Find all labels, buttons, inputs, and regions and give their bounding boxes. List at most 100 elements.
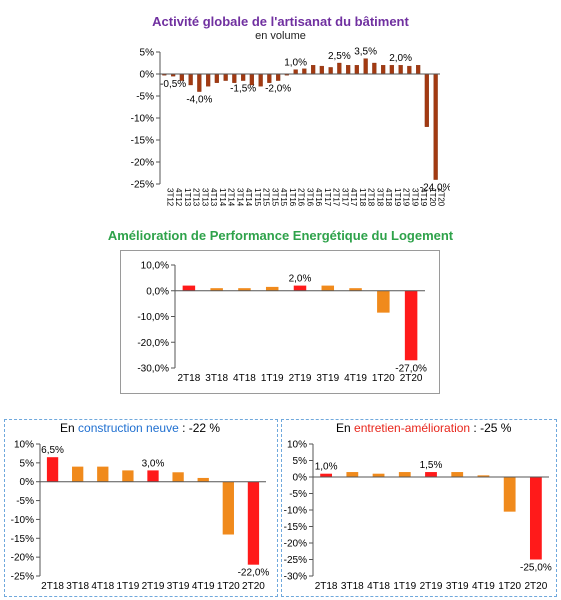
- y-tick-label: -25%: [284, 555, 307, 566]
- x-tick-label: 1T16: [288, 188, 297, 207]
- bar: [389, 65, 394, 75]
- bar: [377, 290, 390, 313]
- y-tick-label: -20%: [11, 553, 34, 564]
- data-label: -4,0%: [186, 95, 212, 106]
- bar: [214, 73, 219, 83]
- bar: [477, 475, 490, 477]
- y-tick-label: -25%: [131, 180, 154, 191]
- x-tick-label: 3T14: [235, 188, 244, 207]
- x-tick-label: 2T20: [242, 581, 265, 592]
- bar: [302, 68, 307, 75]
- panel-construction: [4, 419, 278, 597]
- y-tick-label: -10,0%: [137, 312, 169, 323]
- x-tick-label: 1T13: [183, 188, 192, 207]
- x-tick-label: 3T18: [66, 581, 89, 592]
- bar: [349, 288, 362, 291]
- y-tick-label: -15%: [11, 534, 34, 545]
- data-label: -24,0%: [420, 183, 450, 194]
- data-label: 2,5%: [328, 51, 351, 62]
- bar: [424, 73, 429, 127]
- bar: [206, 73, 211, 87]
- bar: [328, 67, 333, 75]
- x-tick-label: 4T17: [349, 188, 358, 207]
- y-tick-label: 10%: [287, 440, 307, 451]
- bar: [46, 457, 59, 482]
- y-tick-label: -30%: [284, 572, 307, 583]
- bar: [451, 472, 464, 477]
- x-tick-label: 3T19: [446, 581, 469, 592]
- y-tick-label: 5%: [140, 48, 155, 59]
- bar: [147, 470, 159, 482]
- x-tick-label: 1T17: [323, 188, 332, 207]
- x-tick-label: 1T15: [253, 188, 262, 207]
- bar: [503, 477, 516, 512]
- x-tick-label: 2T17: [332, 188, 341, 207]
- x-tick-label: 4T19: [472, 581, 495, 592]
- x-tick-label: 4T19: [419, 188, 428, 207]
- bar: [311, 65, 316, 75]
- bar: [416, 65, 421, 75]
- chart-global: 5%0%-5%-10%-15%-20%-25%3T12 4T12 1T13 2T13 3…: [131, 47, 450, 207]
- x-tick-label: 2T19: [420, 581, 443, 592]
- x-tick-label: 4T18: [233, 373, 256, 384]
- bar: [319, 65, 324, 75]
- bar: [363, 58, 368, 75]
- x-tick-label: 1T19: [116, 581, 139, 592]
- x-tick-label: 1T20: [372, 373, 395, 384]
- x-tick-label: 1T18: [358, 188, 367, 207]
- data-label: 3,5%: [354, 47, 377, 58]
- x-tick-label: 3T15: [270, 188, 279, 207]
- bar: [267, 73, 272, 83]
- x-tick-label: 1T20: [217, 581, 240, 592]
- bar: [337, 62, 342, 75]
- bar: [222, 481, 234, 535]
- data-label: -27,0%: [395, 363, 427, 374]
- x-tick-label: 3T19: [316, 373, 339, 384]
- bar: [258, 73, 263, 87]
- bar: [232, 73, 237, 83]
- x-tick-label: 4T18: [91, 581, 114, 592]
- x-tick-label: 3T18: [205, 373, 228, 384]
- bar: [188, 73, 193, 86]
- x-tick-label: 3T18: [341, 581, 364, 592]
- x-tick-label: 4T12: [174, 188, 183, 207]
- bar: [210, 288, 223, 291]
- bar: [398, 472, 411, 477]
- y-tick-label: -5%: [16, 496, 34, 507]
- x-tick-label: 4T14: [244, 188, 253, 207]
- bar: [223, 73, 228, 81]
- bar: [238, 288, 251, 291]
- bar: [97, 466, 109, 482]
- x-tick-label: 1T19: [393, 581, 416, 592]
- data-label: 3,0%: [142, 458, 165, 469]
- x-tick-label: 4T18: [367, 581, 390, 592]
- y-tick-label: -20,0%: [137, 338, 169, 349]
- bar: [320, 473, 333, 477]
- data-label: -1,5%: [230, 84, 256, 95]
- x-tick-label: 2T18: [315, 581, 338, 592]
- bar: [293, 285, 307, 291]
- bar: [197, 477, 209, 482]
- bar: [293, 69, 298, 75]
- y-tick-label: 0%: [20, 477, 35, 488]
- chart-subtitle-global: en volume: [255, 30, 306, 42]
- x-tick-label: 3T19: [410, 188, 419, 207]
- y-tick-label: -25%: [11, 572, 34, 583]
- data-label: -25,0%: [520, 563, 552, 574]
- panel-entretien: [281, 419, 557, 597]
- x-tick-label: 4T19: [344, 373, 367, 384]
- x-tick-label: 4T18: [384, 188, 393, 207]
- data-label: 6,5%: [41, 445, 64, 456]
- x-tick-label: 2T13: [192, 188, 201, 207]
- chart-energy: 10,0% 0,0% -10,0% -20,0% -30,0% 2T18 3T18 4T18 1…: [137, 261, 427, 385]
- y-tick-label: -10%: [11, 515, 34, 526]
- data-label: -2,0%: [265, 84, 291, 95]
- y-tick-label: -5%: [136, 92, 154, 103]
- panel-title-construction: En construction neuve : -22 %: [60, 421, 221, 435]
- x-tick-label: 1T19: [393, 188, 402, 207]
- bar: [381, 65, 386, 75]
- x-tick-label: 2T19: [142, 581, 165, 592]
- bar: [346, 65, 351, 75]
- data-label: 1,0%: [284, 58, 307, 69]
- bar: [276, 73, 281, 81]
